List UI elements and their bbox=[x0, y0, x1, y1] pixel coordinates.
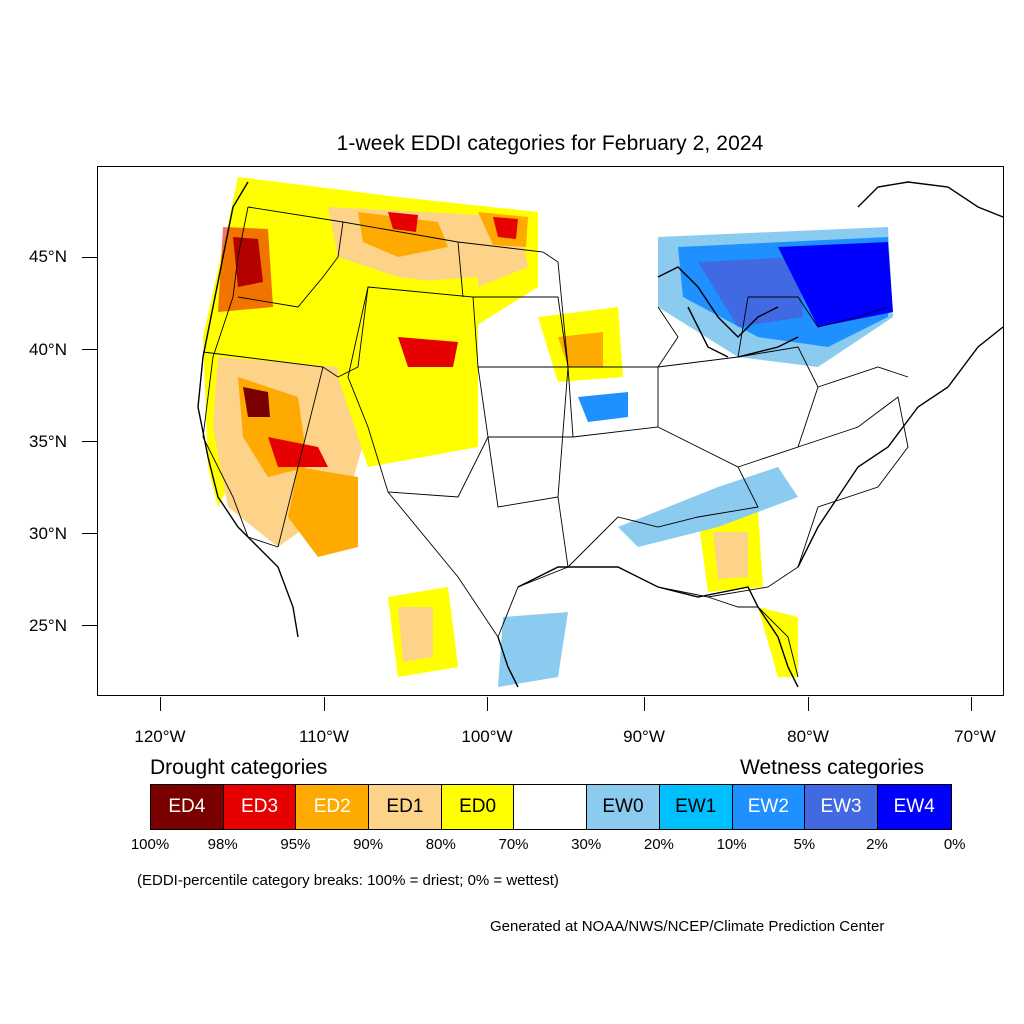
category-note: (EDDI-percentile category breaks: 100% =… bbox=[137, 872, 559, 889]
patch-mexico-ed1 bbox=[398, 607, 433, 662]
legend-cell-neutral bbox=[514, 785, 588, 829]
percentile-label: 100% bbox=[130, 836, 170, 853]
lat-tick-40 bbox=[82, 349, 97, 350]
patch-southeast-ew0 bbox=[618, 467, 798, 547]
lon-tick-110 bbox=[324, 697, 325, 711]
lat-tick-45 bbox=[82, 257, 97, 258]
patch-georgia-ed1 bbox=[713, 532, 748, 579]
state-borders bbox=[202, 206, 909, 678]
percentile-label: 30% bbox=[571, 836, 602, 853]
percentile-label: 5% bbox=[793, 836, 816, 853]
map-title: 1-week EDDI categories for February 2, 2… bbox=[336, 132, 764, 155]
lat-label-30: 30°N bbox=[29, 524, 67, 543]
percentile-label: 90% bbox=[353, 836, 384, 853]
patch-iowa-ed2 bbox=[558, 332, 603, 367]
legend-cell-ed1: ED1 bbox=[369, 785, 442, 829]
lon-label-80: 80°W bbox=[787, 727, 829, 746]
legend-cell-ew0: EW0 bbox=[587, 785, 660, 829]
percentile-label: 70% bbox=[498, 836, 529, 853]
patch-mt-ed3 bbox=[388, 212, 418, 232]
legend-cell-ew3: EW3 bbox=[805, 785, 878, 829]
lon-tick-100 bbox=[487, 697, 488, 711]
lon-label-70: 70°W bbox=[954, 727, 996, 746]
lon-label-100: 100°W bbox=[461, 727, 513, 746]
category-legend-bar: ED4 ED3 ED2 ED1 ED0 EW0 EW1 EW2 EW3 EW4 bbox=[150, 784, 952, 830]
percentile-label: 10% bbox=[716, 836, 747, 853]
us-map-svg bbox=[197, 177, 1003, 688]
patch-wy-ed3 bbox=[398, 337, 458, 367]
lat-label-35: 35°N bbox=[29, 432, 67, 451]
lon-tick-70 bbox=[971, 697, 972, 711]
lon-label-120: 120°W bbox=[134, 727, 186, 746]
lat-tick-35 bbox=[82, 441, 97, 442]
lon-label-90: 90°W bbox=[623, 727, 665, 746]
legend-cell-ew2: EW2 bbox=[732, 785, 806, 829]
patch-az-ed3 bbox=[268, 437, 328, 467]
patch-montana-ed2 bbox=[358, 212, 448, 257]
lat-label-40: 40°N bbox=[29, 340, 67, 359]
patch-michigan-ew3 bbox=[698, 257, 803, 327]
wetness-heading: Wetness categories bbox=[740, 756, 925, 779]
patch-texas-ew0 bbox=[498, 612, 568, 687]
patch-rockies-ed0 bbox=[338, 277, 478, 467]
patch-nd-ed3 bbox=[493, 217, 518, 239]
legend-cell-ew4: EW4 bbox=[877, 785, 951, 829]
category-patches bbox=[203, 177, 893, 687]
patch-newengland-ew4 bbox=[778, 242, 893, 327]
lon-tick-90 bbox=[644, 697, 645, 711]
percentile-label: 0% bbox=[943, 836, 966, 853]
lat-tick-30 bbox=[82, 533, 97, 534]
legend-cell-ed3: ED3 bbox=[223, 785, 297, 829]
lon-tick-80 bbox=[808, 697, 809, 711]
eddi-map bbox=[97, 166, 1004, 696]
credit-line: Generated at NOAA/NWS/NCEP/Climate Predi… bbox=[490, 918, 885, 935]
percentile-label: 98% bbox=[207, 836, 238, 853]
percentile-label: 2% bbox=[866, 836, 888, 853]
patch-az-ed2 bbox=[288, 467, 358, 557]
patch-il-ew2 bbox=[578, 392, 628, 422]
lat-label-25: 25°N bbox=[29, 616, 67, 635]
lon-label-110: 110°W bbox=[299, 727, 349, 746]
lat-tick-25 bbox=[82, 625, 97, 626]
percentile-label: 95% bbox=[280, 836, 311, 853]
percentile-label: 20% bbox=[643, 836, 674, 853]
lon-tick-120 bbox=[160, 697, 161, 711]
coastlines bbox=[197, 181, 1003, 688]
drought-heading: Drought categories bbox=[150, 756, 328, 779]
patch-wa-ed3 bbox=[218, 227, 273, 312]
legend-cell-ed0: ED0 bbox=[441, 785, 515, 829]
lat-label-45: 45°N bbox=[29, 247, 67, 266]
patch-nv-ed4 bbox=[243, 387, 270, 417]
legend-cell-ed2: ED2 bbox=[296, 785, 370, 829]
legend-cell-ew1: EW1 bbox=[659, 785, 733, 829]
patch-florida-ed0 bbox=[758, 607, 798, 677]
percentile-label: 80% bbox=[425, 836, 456, 853]
legend-cell-ed4: ED4 bbox=[151, 785, 224, 829]
